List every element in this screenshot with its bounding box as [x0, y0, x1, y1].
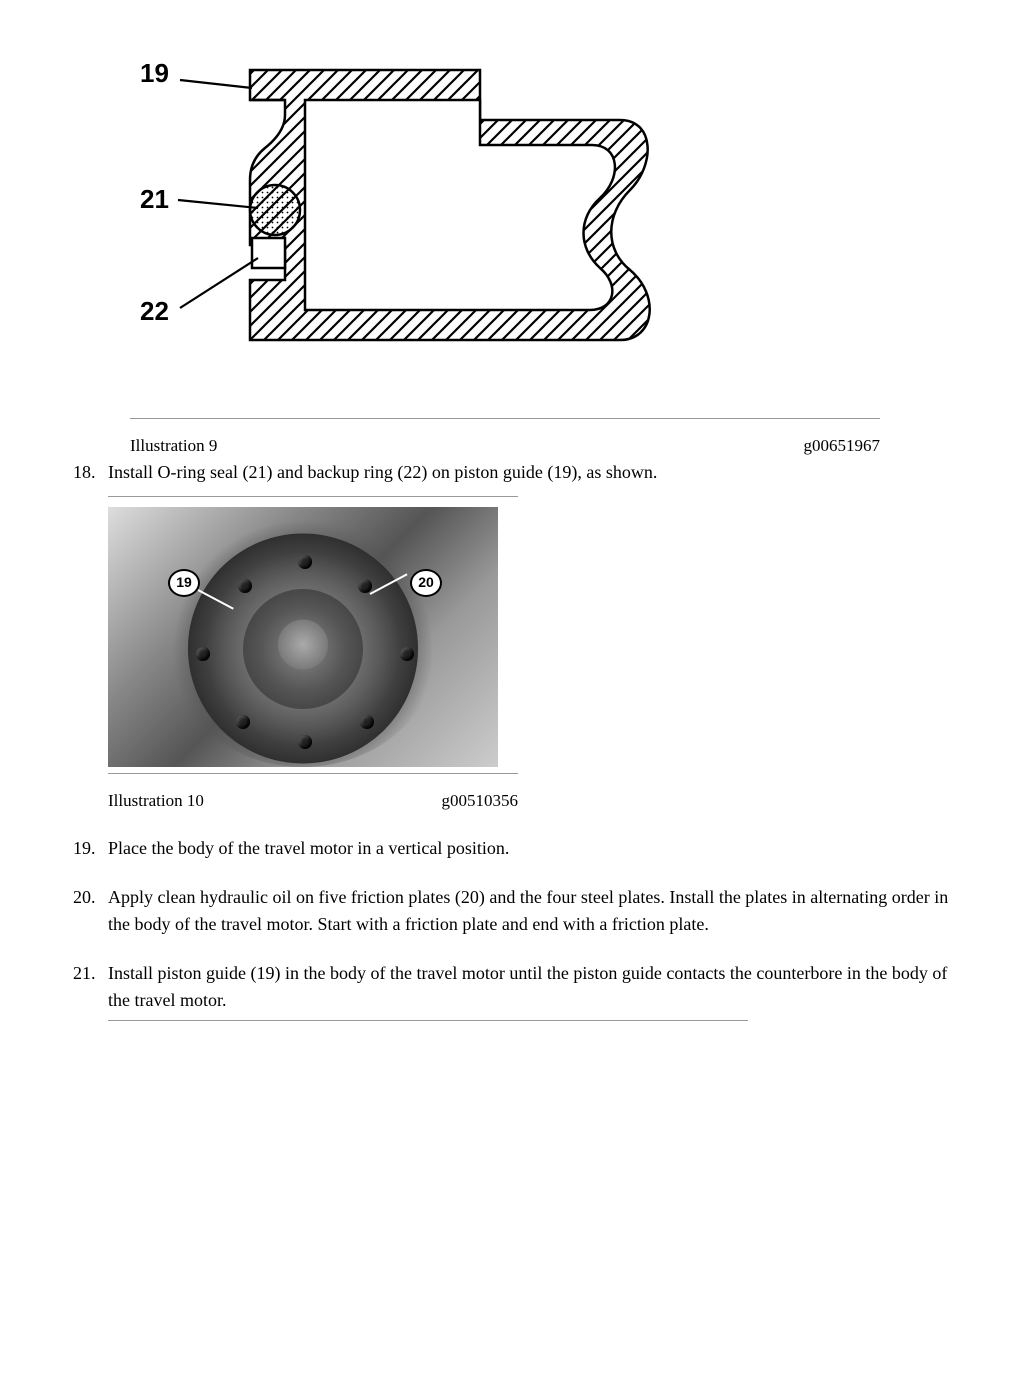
diagram-label-22: 22	[140, 296, 169, 326]
step-18-text: Install O-ring seal (21) and backup ring…	[108, 462, 657, 482]
step-20-text: Apply clean hydraulic oil on five fricti…	[108, 887, 948, 934]
illustration-10-label: Illustration 10	[108, 788, 204, 814]
illustration-9-caption: Illustration 9 g00651967	[130, 418, 880, 459]
travel-motor-photo: 19 20	[108, 507, 498, 767]
bottom-rule	[108, 1020, 748, 1021]
illustration-9-block: 19 21 22 Illustration 9 g00651967	[130, 40, 964, 459]
step-19-text: Place the body of the travel motor in a …	[108, 838, 509, 858]
step-18: Install O-ring seal (21) and backup ring…	[100, 459, 964, 814]
photo-callout-19: 19	[168, 569, 200, 597]
illustration-9-label: Illustration 9	[130, 433, 217, 459]
illustration-9-code: g00651967	[804, 433, 881, 459]
piston-guide-svg: 19 21 22	[130, 40, 700, 370]
photo-callout-20: 20	[410, 569, 442, 597]
step-21: Install piston guide (19) in the body of…	[100, 960, 964, 1021]
illustration-10-block: 19 20 Illustration 10 g00510356	[108, 496, 518, 814]
diagram-label-21: 21	[140, 184, 169, 214]
step-20: Apply clean hydraulic oil on five fricti…	[100, 884, 964, 938]
cross-section-diagram: 19 21 22	[130, 40, 964, 378]
step-19: Place the body of the travel motor in a …	[100, 835, 964, 862]
step-21-text: Install piston guide (19) in the body of…	[108, 963, 947, 1010]
diagram-label-19: 19	[140, 58, 169, 88]
illustration-10-code: g00510356	[442, 788, 519, 814]
illustration-10-caption: Illustration 10 g00510356	[108, 773, 518, 814]
